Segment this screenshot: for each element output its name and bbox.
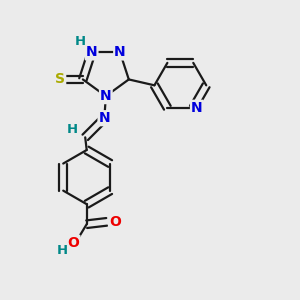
Text: S: S xyxy=(55,72,65,86)
Text: O: O xyxy=(68,236,80,250)
Text: N: N xyxy=(100,89,112,103)
Text: O: O xyxy=(109,215,121,229)
Text: H: H xyxy=(57,244,68,257)
Text: N: N xyxy=(98,111,110,125)
Text: N: N xyxy=(86,45,98,59)
Text: N: N xyxy=(191,101,202,115)
Text: N: N xyxy=(114,45,126,59)
Text: H: H xyxy=(75,35,86,48)
Text: H: H xyxy=(66,124,77,136)
